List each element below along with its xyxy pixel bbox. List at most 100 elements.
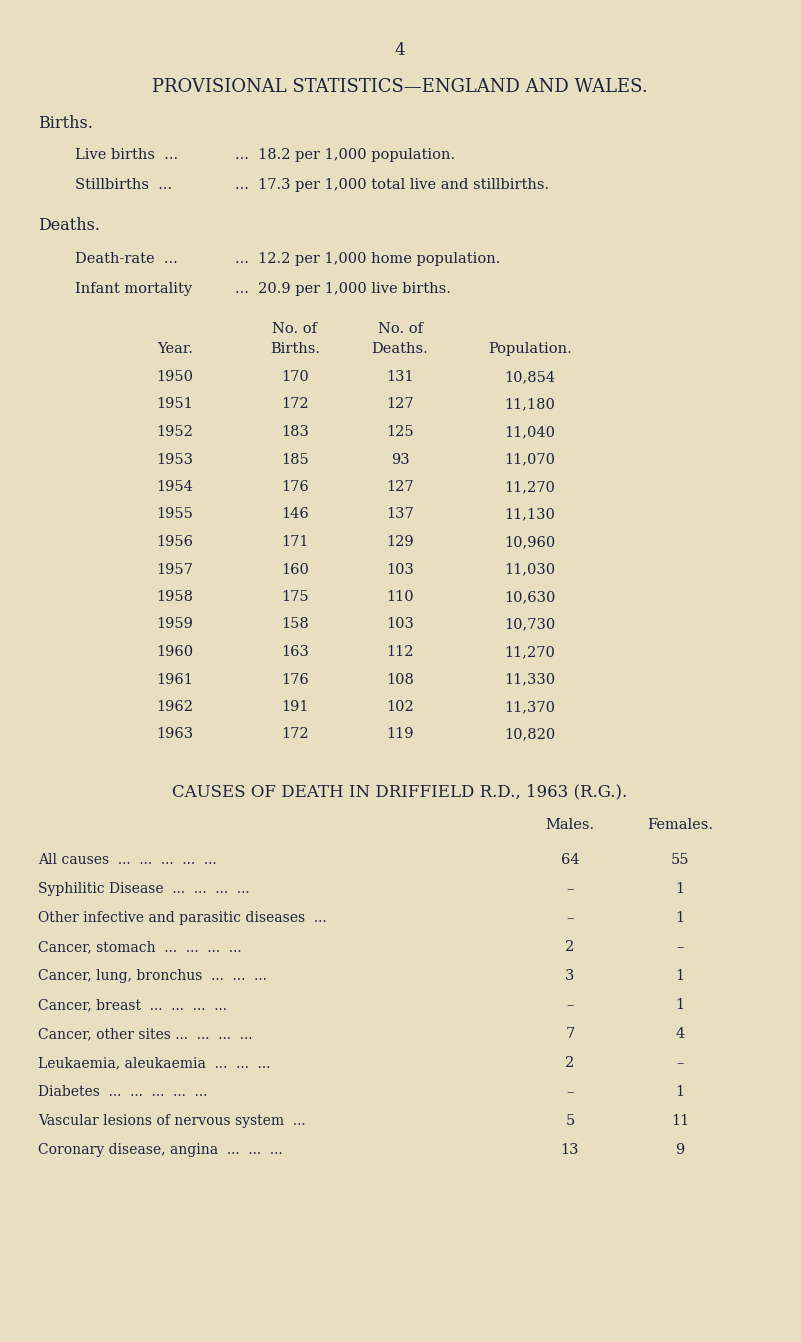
Text: 176: 176 xyxy=(281,480,309,494)
Text: 191: 191 xyxy=(281,701,308,714)
Text: Live births  ...: Live births ... xyxy=(75,148,178,162)
Text: 103: 103 xyxy=(386,562,414,577)
Text: CAUSES OF DEATH IN DRIFFIELD R.D., 1963 (R.G.).: CAUSES OF DEATH IN DRIFFIELD R.D., 1963 … xyxy=(172,782,628,800)
Text: 131: 131 xyxy=(386,370,414,384)
Text: 5: 5 xyxy=(566,1114,574,1129)
Text: 183: 183 xyxy=(281,425,309,439)
Text: 1954: 1954 xyxy=(156,480,193,494)
Text: 11,130: 11,130 xyxy=(505,507,555,522)
Text: 9: 9 xyxy=(675,1143,685,1157)
Text: 185: 185 xyxy=(281,452,309,467)
Text: 1: 1 xyxy=(675,911,685,925)
Text: 119: 119 xyxy=(386,727,414,742)
Text: 108: 108 xyxy=(386,672,414,687)
Text: Infant mortality: Infant mortality xyxy=(75,282,192,297)
Text: Births.: Births. xyxy=(38,115,93,132)
Text: ...  12.2 per 1,000 home population.: ... 12.2 per 1,000 home population. xyxy=(235,252,501,266)
Text: Stillbirths  ...: Stillbirths ... xyxy=(75,178,172,192)
Text: 1960: 1960 xyxy=(156,646,194,659)
Text: Females.: Females. xyxy=(647,819,713,832)
Text: 171: 171 xyxy=(281,535,308,549)
Text: Births.: Births. xyxy=(270,342,320,356)
Text: 110: 110 xyxy=(386,590,414,604)
Text: 1: 1 xyxy=(675,1084,685,1099)
Text: Males.: Males. xyxy=(545,819,594,832)
Text: 1963: 1963 xyxy=(156,727,194,742)
Text: 1: 1 xyxy=(675,882,685,896)
Text: 4: 4 xyxy=(395,42,405,59)
Text: –: – xyxy=(566,882,574,896)
Text: 160: 160 xyxy=(281,562,309,577)
Text: Other infective and parasitic diseases  ...: Other infective and parasitic diseases .… xyxy=(38,911,327,925)
Text: 3: 3 xyxy=(566,969,574,982)
Text: 64: 64 xyxy=(561,854,579,867)
Text: No. of: No. of xyxy=(377,322,422,336)
Text: 175: 175 xyxy=(281,590,309,604)
Text: 11,330: 11,330 xyxy=(505,672,556,687)
Text: All causes  ...  ...  ...  ...  ...: All causes ... ... ... ... ... xyxy=(38,854,216,867)
Text: –: – xyxy=(566,911,574,925)
Text: 1952: 1952 xyxy=(156,425,193,439)
Text: Cancer, lung, bronchus  ...  ...  ...: Cancer, lung, bronchus ... ... ... xyxy=(38,969,267,982)
Text: Syphilitic Disease  ...  ...  ...  ...: Syphilitic Disease ... ... ... ... xyxy=(38,882,250,896)
Text: 1: 1 xyxy=(675,998,685,1012)
Text: 172: 172 xyxy=(281,397,309,412)
Text: 1951: 1951 xyxy=(157,397,193,412)
Text: 129: 129 xyxy=(386,535,414,549)
Text: 93: 93 xyxy=(391,452,409,467)
Text: 11,070: 11,070 xyxy=(505,452,556,467)
Text: Population.: Population. xyxy=(488,342,572,356)
Text: 1958: 1958 xyxy=(156,590,194,604)
Text: Year.: Year. xyxy=(157,342,193,356)
Text: 170: 170 xyxy=(281,370,309,384)
Text: –: – xyxy=(676,1056,684,1070)
Text: 125: 125 xyxy=(386,425,414,439)
Text: 172: 172 xyxy=(281,727,309,742)
Text: 112: 112 xyxy=(386,646,414,659)
Text: 10,730: 10,730 xyxy=(505,617,556,632)
Text: Cancer, other sites ...  ...  ...  ...: Cancer, other sites ... ... ... ... xyxy=(38,1027,252,1041)
Text: Leukaemia, aleukaemia  ...  ...  ...: Leukaemia, aleukaemia ... ... ... xyxy=(38,1056,271,1070)
Text: Vascular lesions of nervous system  ...: Vascular lesions of nervous system ... xyxy=(38,1114,306,1129)
Text: –: – xyxy=(676,939,684,954)
Text: 127: 127 xyxy=(386,480,414,494)
Text: 13: 13 xyxy=(561,1143,579,1157)
Text: –: – xyxy=(566,998,574,1012)
Text: 1953: 1953 xyxy=(156,452,194,467)
Text: –: – xyxy=(566,1084,574,1099)
Text: No. of: No. of xyxy=(272,322,317,336)
Text: 7: 7 xyxy=(566,1027,574,1041)
Text: Cancer, breast  ...  ...  ...  ...: Cancer, breast ... ... ... ... xyxy=(38,998,227,1012)
Text: 10,960: 10,960 xyxy=(505,535,556,549)
Text: Deaths.: Deaths. xyxy=(38,217,100,234)
Text: 11,180: 11,180 xyxy=(505,397,555,412)
Text: 1959: 1959 xyxy=(156,617,193,632)
Text: ...  20.9 per 1,000 live births.: ... 20.9 per 1,000 live births. xyxy=(235,282,451,297)
Text: 55: 55 xyxy=(670,854,689,867)
Text: 11,040: 11,040 xyxy=(505,425,556,439)
Text: Coronary disease, angina  ...  ...  ...: Coronary disease, angina ... ... ... xyxy=(38,1143,283,1157)
Text: ...  18.2 per 1,000 population.: ... 18.2 per 1,000 population. xyxy=(235,148,455,162)
Text: 127: 127 xyxy=(386,397,414,412)
Text: 176: 176 xyxy=(281,672,309,687)
Text: 137: 137 xyxy=(386,507,414,522)
Text: 163: 163 xyxy=(281,646,309,659)
Text: ...  17.3 per 1,000 total live and stillbirths.: ... 17.3 per 1,000 total live and stillb… xyxy=(235,178,549,192)
Text: 11,270: 11,270 xyxy=(505,646,555,659)
Text: 10,854: 10,854 xyxy=(505,370,556,384)
Text: 1956: 1956 xyxy=(156,535,194,549)
Text: 158: 158 xyxy=(281,617,309,632)
Text: 11: 11 xyxy=(671,1114,689,1129)
Text: PROVISIONAL STATISTICS—ENGLAND AND WALES.: PROVISIONAL STATISTICS—ENGLAND AND WALES… xyxy=(152,78,648,97)
Text: 102: 102 xyxy=(386,701,414,714)
Text: 1962: 1962 xyxy=(156,701,194,714)
Text: Diabetes  ...  ...  ...  ...  ...: Diabetes ... ... ... ... ... xyxy=(38,1084,207,1099)
Text: Cancer, stomach  ...  ...  ...  ...: Cancer, stomach ... ... ... ... xyxy=(38,939,242,954)
Text: 1955: 1955 xyxy=(156,507,193,522)
Text: 10,820: 10,820 xyxy=(505,727,556,742)
Text: 11,030: 11,030 xyxy=(505,562,556,577)
Text: 10,630: 10,630 xyxy=(505,590,556,604)
Text: 1950: 1950 xyxy=(156,370,194,384)
Text: 103: 103 xyxy=(386,617,414,632)
Text: 4: 4 xyxy=(675,1027,685,1041)
